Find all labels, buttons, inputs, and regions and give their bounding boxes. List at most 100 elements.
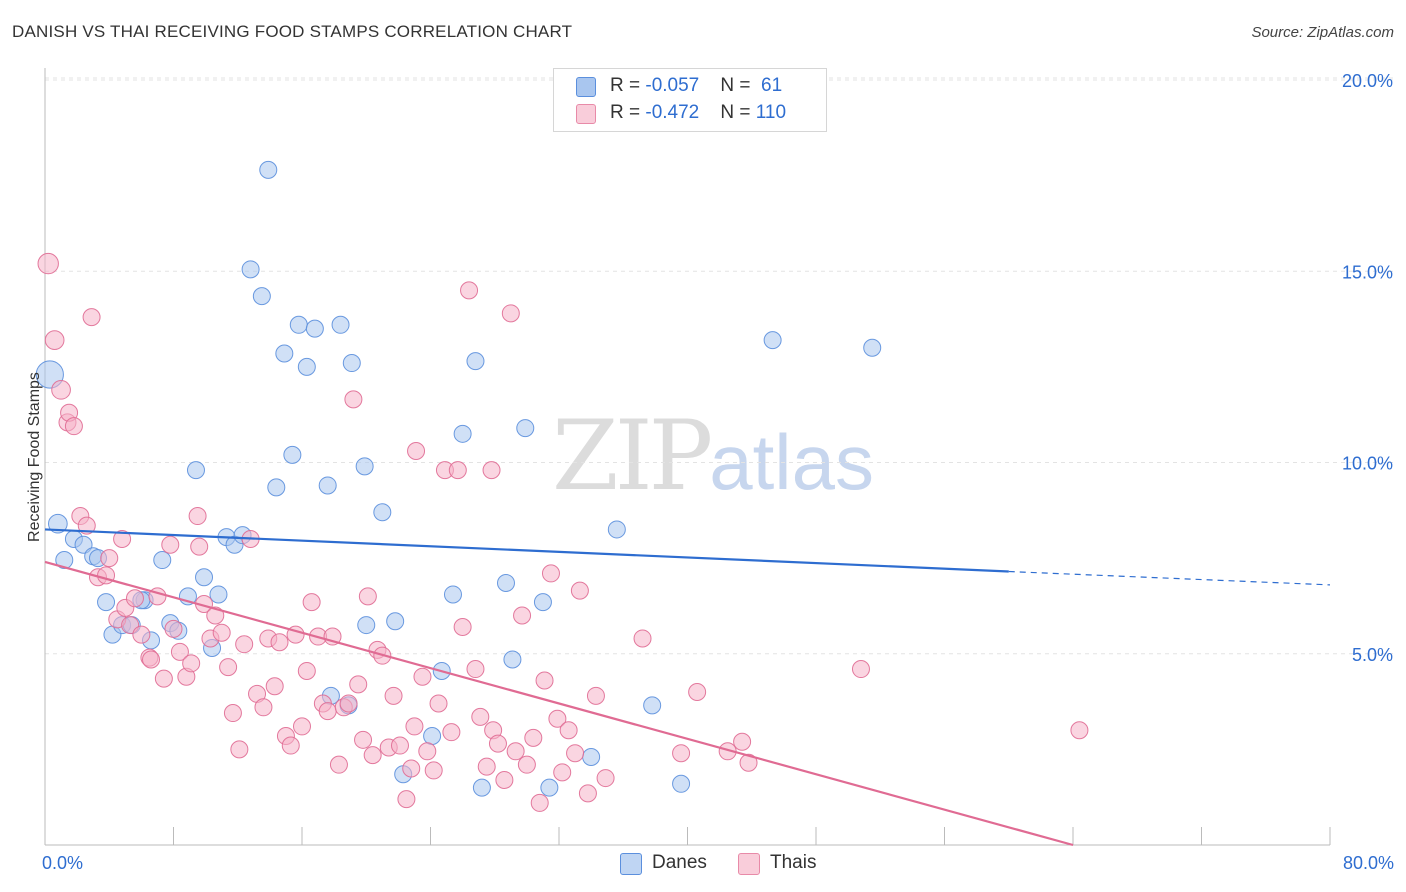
thais-point bbox=[448, 461, 467, 480]
thais-point bbox=[384, 686, 403, 705]
thais-point bbox=[570, 581, 589, 600]
thais-point bbox=[466, 660, 485, 679]
thais-point bbox=[1070, 721, 1089, 740]
legend-label-thais: Thais bbox=[770, 852, 817, 873]
thais-point bbox=[297, 661, 316, 680]
thais-point bbox=[524, 728, 543, 747]
thais-point bbox=[495, 770, 514, 789]
thais-point bbox=[254, 698, 273, 717]
y-tick-label: 5.0% bbox=[1352, 645, 1393, 665]
thais-point bbox=[453, 617, 472, 636]
danes-point bbox=[252, 287, 271, 306]
thais-point bbox=[142, 650, 161, 669]
thais-point bbox=[402, 759, 421, 778]
danes-point bbox=[472, 778, 491, 797]
stats-legend: R = -0.057 N = 61 R = -0.472 N = 110 bbox=[553, 68, 827, 132]
danes-point bbox=[386, 612, 405, 631]
danes-point bbox=[195, 568, 214, 587]
thais-point bbox=[281, 736, 300, 755]
thais-point bbox=[442, 723, 461, 742]
thais-point bbox=[553, 763, 572, 782]
danes-point bbox=[443, 585, 462, 604]
thais-point bbox=[407, 442, 426, 461]
thais-point bbox=[302, 593, 321, 612]
thais-point bbox=[672, 744, 691, 763]
danes-point bbox=[643, 696, 662, 715]
danes-point bbox=[672, 774, 691, 793]
thais-point bbox=[230, 740, 249, 759]
danes-point bbox=[423, 726, 442, 745]
danes-point bbox=[48, 513, 68, 534]
thais-point bbox=[596, 769, 615, 788]
thais-point bbox=[164, 619, 183, 638]
thais-point bbox=[223, 704, 242, 723]
thais-point bbox=[77, 516, 96, 535]
thais-point bbox=[548, 709, 567, 728]
y-tick-labels: 5.0% 10.0% 15.0% 20.0% bbox=[1342, 71, 1393, 665]
danes-stats: R = -0.057 N = 61 bbox=[610, 75, 783, 96]
thais-point bbox=[530, 793, 549, 812]
danes-point bbox=[186, 461, 205, 480]
danes-point bbox=[289, 315, 308, 334]
danes-point bbox=[582, 748, 601, 767]
thais-point bbox=[517, 755, 536, 774]
danes-point bbox=[373, 503, 392, 522]
thais-point bbox=[477, 757, 496, 776]
trend-lines bbox=[44, 528, 1331, 847]
legend-label-danes: Danes bbox=[652, 852, 707, 873]
thais-point bbox=[559, 721, 578, 740]
danes-point bbox=[540, 778, 559, 797]
thais-point bbox=[586, 686, 605, 705]
thais-point bbox=[339, 694, 358, 713]
thais-point bbox=[513, 606, 532, 625]
thais-point bbox=[413, 667, 432, 686]
thais-point bbox=[535, 671, 554, 690]
danes-point bbox=[74, 535, 93, 554]
thais-point bbox=[390, 736, 409, 755]
thais-point bbox=[733, 732, 752, 751]
danes-point bbox=[241, 260, 260, 279]
thais-point bbox=[418, 742, 437, 761]
danes-point bbox=[97, 593, 116, 612]
danes-point bbox=[283, 445, 302, 464]
danes-point bbox=[318, 476, 337, 495]
axes bbox=[44, 68, 1331, 846]
danes-point bbox=[357, 616, 376, 635]
danes-point bbox=[496, 573, 515, 592]
danes-point bbox=[607, 520, 626, 539]
thais-point bbox=[161, 535, 180, 554]
source-label[interactable]: Source: ZipAtlas.com bbox=[1251, 24, 1394, 41]
danes-swatch bbox=[576, 77, 596, 97]
danes-point bbox=[516, 419, 535, 438]
thais-point bbox=[566, 744, 585, 763]
grid-lines bbox=[45, 77, 1395, 655]
thais-point bbox=[318, 702, 337, 721]
danes-point bbox=[305, 319, 324, 338]
thais-swatch bbox=[576, 104, 596, 124]
thais-point bbox=[349, 675, 368, 694]
thais-point bbox=[51, 379, 71, 400]
watermark-zip: ZIP bbox=[552, 400, 713, 512]
danes-point bbox=[342, 354, 361, 373]
thais-point bbox=[182, 654, 201, 673]
thais-point bbox=[424, 761, 443, 780]
thais-point bbox=[212, 623, 231, 642]
thais-point bbox=[100, 549, 119, 568]
thais-point bbox=[44, 330, 65, 350]
y-tick-label: 20.0% bbox=[1342, 71, 1393, 91]
x-tick-label-min: 0.0% bbox=[42, 853, 84, 873]
thais-point bbox=[578, 784, 597, 803]
danes-trend-line bbox=[44, 528, 1009, 573]
thais-point bbox=[633, 629, 652, 648]
thais-point bbox=[37, 252, 59, 275]
danes-point bbox=[209, 585, 228, 604]
thais-point bbox=[219, 658, 238, 677]
danes-point bbox=[466, 352, 485, 371]
thais-point bbox=[293, 717, 311, 736]
thais-point bbox=[188, 507, 207, 526]
x-tick-label-max: 80.0% bbox=[1342, 853, 1394, 873]
legend-swatch-danes bbox=[620, 853, 642, 875]
thais-point bbox=[270, 633, 289, 652]
danes-point bbox=[55, 551, 74, 570]
